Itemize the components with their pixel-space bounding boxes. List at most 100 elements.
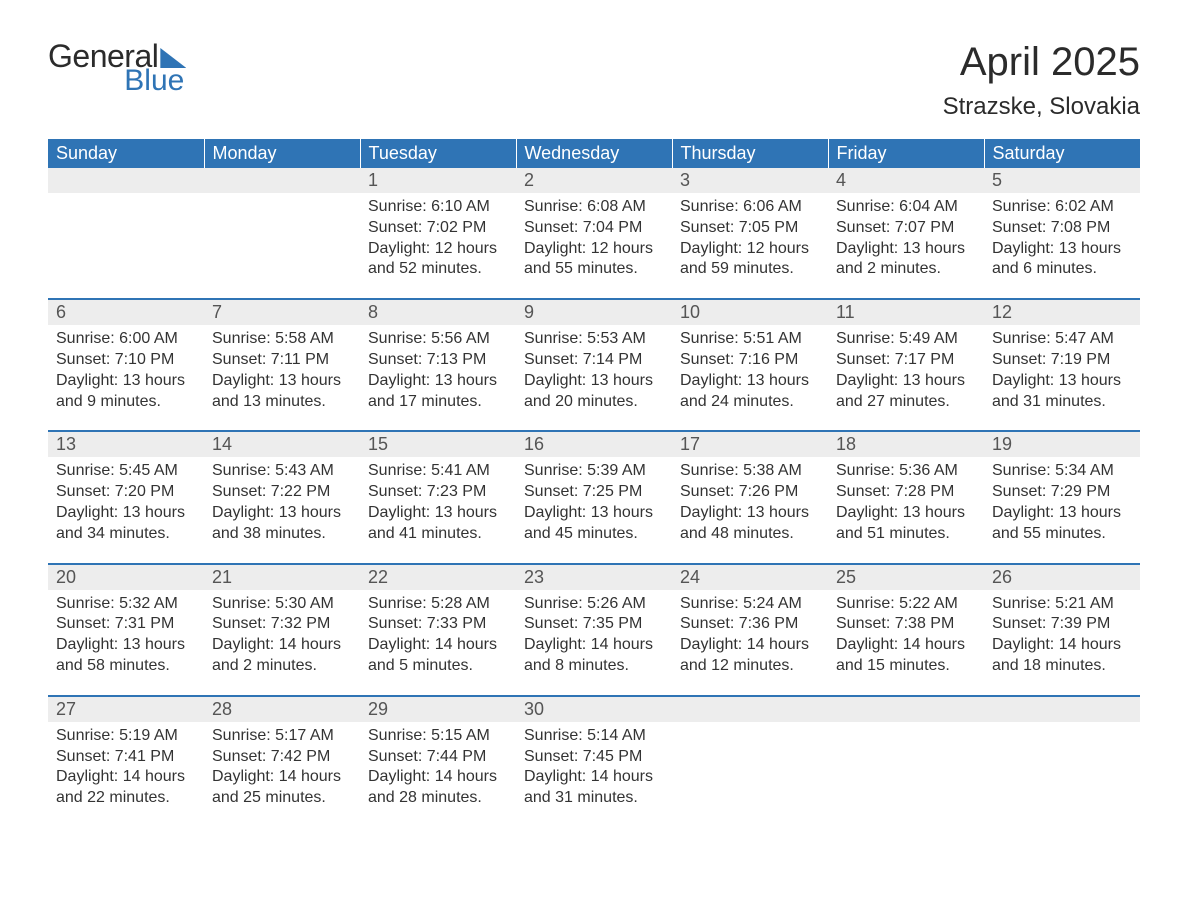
day-detail-cell: Sunrise: 6:04 AMSunset: 7:07 PMDaylight:… — [828, 193, 984, 299]
day-number-cell: 22 — [360, 565, 516, 590]
day-detail-cell: Sunrise: 6:02 AMSunset: 7:08 PMDaylight:… — [984, 193, 1140, 299]
day-number-cell: 10 — [672, 300, 828, 325]
sunset-line: Sunset: 7:25 PM — [524, 482, 664, 503]
daylight-line: Daylight: 13 hours and 38 minutes. — [212, 503, 352, 545]
day-number-cell: 5 — [984, 168, 1140, 193]
sunrise-line: Sunrise: 5:21 AM — [992, 594, 1132, 615]
sunrise-line: Sunrise: 6:02 AM — [992, 197, 1132, 218]
day-number-row: 13141516171819 — [48, 432, 1140, 457]
sunrise-line: Sunrise: 5:43 AM — [212, 461, 352, 482]
day-number-cell: 3 — [672, 168, 828, 193]
day-detail-cell: Sunrise: 5:26 AMSunset: 7:35 PMDaylight:… — [516, 590, 672, 696]
day-detail-cell: Sunrise: 5:19 AMSunset: 7:41 PMDaylight:… — [48, 722, 204, 827]
day-header: Saturday — [984, 139, 1140, 168]
sunrise-line: Sunrise: 5:47 AM — [992, 329, 1132, 350]
daylight-line: Daylight: 14 hours and 31 minutes. — [524, 767, 664, 809]
day-number-cell: 19 — [984, 432, 1140, 457]
day-detail-cell: Sunrise: 5:51 AMSunset: 7:16 PMDaylight:… — [672, 325, 828, 431]
day-number-cell — [204, 168, 360, 193]
day-number-cell: 12 — [984, 300, 1140, 325]
daylight-line: Daylight: 13 hours and 24 minutes. — [680, 371, 820, 413]
sunset-line: Sunset: 7:05 PM — [680, 218, 820, 239]
sunset-line: Sunset: 7:28 PM — [836, 482, 976, 503]
title-block: April 2025 Strazske, Slovakia — [943, 40, 1140, 121]
daylight-line: Daylight: 14 hours and 28 minutes. — [368, 767, 508, 809]
day-detail-cell: Sunrise: 5:21 AMSunset: 7:39 PMDaylight:… — [984, 590, 1140, 696]
daylight-line: Daylight: 13 hours and 27 minutes. — [836, 371, 976, 413]
day-detail-cell: Sunrise: 5:53 AMSunset: 7:14 PMDaylight:… — [516, 325, 672, 431]
day-number-cell: 20 — [48, 565, 204, 590]
day-number-cell: 2 — [516, 168, 672, 193]
sunset-line: Sunset: 7:36 PM — [680, 614, 820, 635]
day-number-row: 12345 — [48, 168, 1140, 193]
day-header: Friday — [828, 139, 984, 168]
sunset-line: Sunset: 7:35 PM — [524, 614, 664, 635]
sunset-line: Sunset: 7:16 PM — [680, 350, 820, 371]
daylight-line: Daylight: 13 hours and 13 minutes. — [212, 371, 352, 413]
day-number-cell: 24 — [672, 565, 828, 590]
day-detail-cell: Sunrise: 5:30 AMSunset: 7:32 PMDaylight:… — [204, 590, 360, 696]
day-detail-cell: Sunrise: 5:56 AMSunset: 7:13 PMDaylight:… — [360, 325, 516, 431]
sunrise-line: Sunrise: 5:39 AM — [524, 461, 664, 482]
daylight-line: Daylight: 13 hours and 58 minutes. — [56, 635, 196, 677]
day-detail-cell: Sunrise: 5:41 AMSunset: 7:23 PMDaylight:… — [360, 457, 516, 563]
sunset-line: Sunset: 7:38 PM — [836, 614, 976, 635]
day-detail-cell: Sunrise: 6:10 AMSunset: 7:02 PMDaylight:… — [360, 193, 516, 299]
sunset-line: Sunset: 7:31 PM — [56, 614, 196, 635]
day-header: Wednesday — [516, 139, 672, 168]
sunrise-line: Sunrise: 6:08 AM — [524, 197, 664, 218]
sunrise-line: Sunrise: 5:53 AM — [524, 329, 664, 350]
day-number-row: 20212223242526 — [48, 565, 1140, 590]
day-number-cell: 21 — [204, 565, 360, 590]
day-detail-cell: Sunrise: 5:38 AMSunset: 7:26 PMDaylight:… — [672, 457, 828, 563]
day-detail-cell: Sunrise: 5:24 AMSunset: 7:36 PMDaylight:… — [672, 590, 828, 696]
sunrise-line: Sunrise: 5:36 AM — [836, 461, 976, 482]
day-detail-cell — [984, 722, 1140, 827]
day-number-cell: 13 — [48, 432, 204, 457]
daylight-line: Daylight: 13 hours and 34 minutes. — [56, 503, 196, 545]
day-number-cell — [984, 697, 1140, 722]
day-header: Thursday — [672, 139, 828, 168]
sunset-line: Sunset: 7:08 PM — [992, 218, 1132, 239]
daylight-line: Daylight: 14 hours and 5 minutes. — [368, 635, 508, 677]
sunrise-line: Sunrise: 5:41 AM — [368, 461, 508, 482]
day-number-cell: 6 — [48, 300, 204, 325]
daylight-line: Daylight: 14 hours and 18 minutes. — [992, 635, 1132, 677]
daylight-line: Daylight: 14 hours and 22 minutes. — [56, 767, 196, 809]
day-detail-cell: Sunrise: 6:08 AMSunset: 7:04 PMDaylight:… — [516, 193, 672, 299]
day-detail-cell: Sunrise: 5:32 AMSunset: 7:31 PMDaylight:… — [48, 590, 204, 696]
day-number-cell: 30 — [516, 697, 672, 722]
day-detail-row: Sunrise: 5:32 AMSunset: 7:31 PMDaylight:… — [48, 590, 1140, 696]
day-number-cell — [828, 697, 984, 722]
sunrise-line: Sunrise: 6:04 AM — [836, 197, 976, 218]
sunset-line: Sunset: 7:07 PM — [836, 218, 976, 239]
day-detail-row: Sunrise: 6:00 AMSunset: 7:10 PMDaylight:… — [48, 325, 1140, 431]
day-header: Monday — [204, 139, 360, 168]
daylight-line: Daylight: 13 hours and 45 minutes. — [524, 503, 664, 545]
day-number-cell: 16 — [516, 432, 672, 457]
daylight-line: Daylight: 13 hours and 31 minutes. — [992, 371, 1132, 413]
day-detail-cell — [48, 193, 204, 299]
sunset-line: Sunset: 7:42 PM — [212, 747, 352, 768]
sunset-line: Sunset: 7:04 PM — [524, 218, 664, 239]
sunset-line: Sunset: 7:20 PM — [56, 482, 196, 503]
day-number-cell: 4 — [828, 168, 984, 193]
day-detail-cell: Sunrise: 5:39 AMSunset: 7:25 PMDaylight:… — [516, 457, 672, 563]
location-subtitle: Strazske, Slovakia — [943, 93, 1140, 121]
day-detail-cell: Sunrise: 5:14 AMSunset: 7:45 PMDaylight:… — [516, 722, 672, 827]
sunrise-line: Sunrise: 5:14 AM — [524, 726, 664, 747]
daylight-line: Daylight: 13 hours and 41 minutes. — [368, 503, 508, 545]
sunset-line: Sunset: 7:11 PM — [212, 350, 352, 371]
sunrise-line: Sunrise: 5:38 AM — [680, 461, 820, 482]
sunrise-line: Sunrise: 5:30 AM — [212, 594, 352, 615]
day-detail-cell: Sunrise: 6:06 AMSunset: 7:05 PMDaylight:… — [672, 193, 828, 299]
sunrise-line: Sunrise: 6:00 AM — [56, 329, 196, 350]
day-number-cell: 11 — [828, 300, 984, 325]
day-detail-cell: Sunrise: 5:22 AMSunset: 7:38 PMDaylight:… — [828, 590, 984, 696]
day-detail-cell: Sunrise: 6:00 AMSunset: 7:10 PMDaylight:… — [48, 325, 204, 431]
day-detail-cell: Sunrise: 5:34 AMSunset: 7:29 PMDaylight:… — [984, 457, 1140, 563]
day-number-row: 6789101112 — [48, 300, 1140, 325]
day-number-cell: 1 — [360, 168, 516, 193]
page-header: General Blue April 2025 Strazske, Slovak… — [48, 40, 1140, 121]
day-detail-cell: Sunrise: 5:15 AMSunset: 7:44 PMDaylight:… — [360, 722, 516, 827]
